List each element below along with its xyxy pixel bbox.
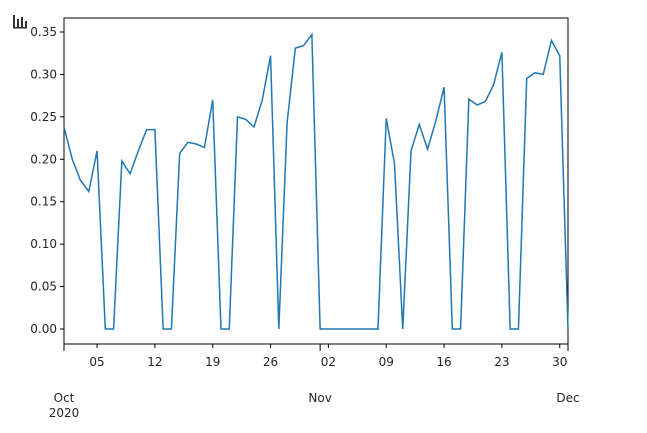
y-tick-label: 0.35 bbox=[30, 25, 57, 39]
data-line bbox=[63, 32, 569, 330]
x-tick-label: 19 bbox=[205, 355, 220, 369]
x-tick-label: Nov bbox=[308, 391, 331, 405]
y-tick-label: 0.05 bbox=[30, 280, 57, 294]
x-tick-label: 05 bbox=[89, 355, 104, 369]
y-tick-label: 0.10 bbox=[30, 237, 57, 251]
x-tick-label: 12 bbox=[147, 355, 162, 369]
y-tick-label: 0.30 bbox=[30, 67, 57, 81]
plot-frame bbox=[63, 17, 569, 345]
y-tick-label: 0.00 bbox=[30, 322, 57, 336]
y-tick-label: 0.25 bbox=[30, 110, 57, 124]
x-tick-label: Dec bbox=[556, 391, 579, 405]
y-tick-label: 0.20 bbox=[30, 152, 57, 166]
x-tick-label: 09 bbox=[379, 355, 394, 369]
x-year-label: 2020 bbox=[49, 406, 80, 420]
x-tick-label: 16 bbox=[436, 355, 451, 369]
x-tick-label: 02 bbox=[321, 355, 336, 369]
x-tick-label: 26 bbox=[263, 355, 278, 369]
y-tick-label: 0.15 bbox=[30, 195, 57, 209]
x-tick-label: 30 bbox=[552, 355, 567, 369]
x-tick-label: Oct bbox=[54, 391, 75, 405]
toolbar-icon bbox=[13, 15, 27, 29]
x-tick-label: 23 bbox=[494, 355, 509, 369]
